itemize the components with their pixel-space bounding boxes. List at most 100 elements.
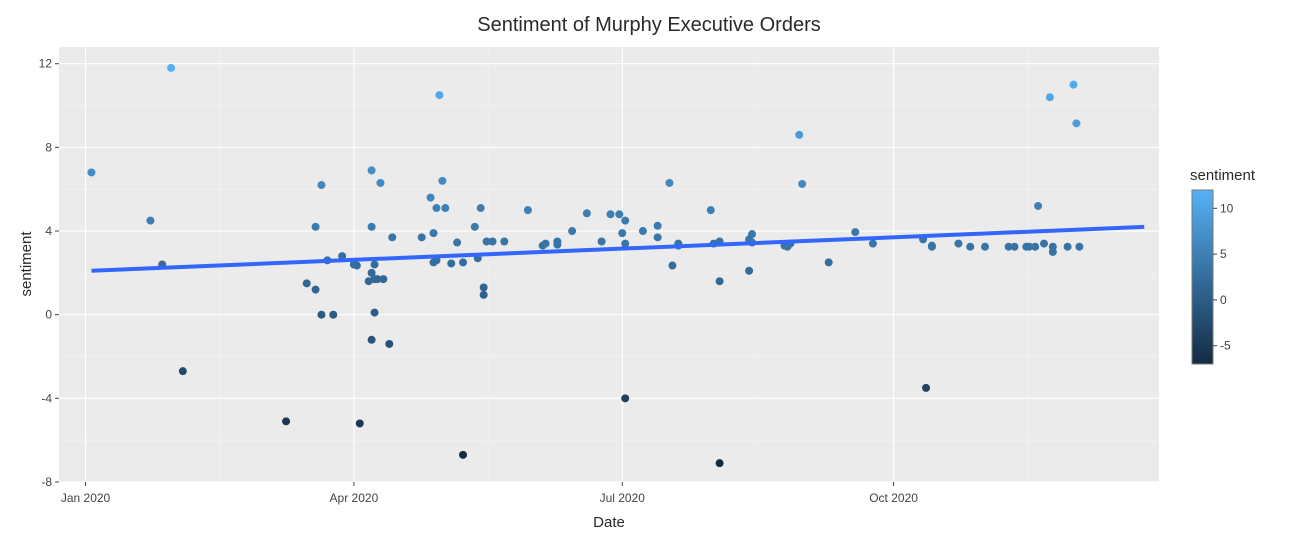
data-point <box>618 229 627 238</box>
data-point <box>426 193 435 202</box>
data-point <box>417 233 426 242</box>
data-point <box>1004 242 1013 251</box>
x-axis-title: Date <box>593 514 625 531</box>
data-point <box>453 238 462 247</box>
data-point <box>523 206 532 215</box>
data-point <box>379 275 388 284</box>
data-point <box>706 206 715 215</box>
data-point <box>447 259 456 268</box>
data-point <box>597 237 606 246</box>
data-point <box>715 277 724 286</box>
data-point <box>367 268 376 277</box>
data-point <box>459 450 468 459</box>
data-point <box>922 383 931 392</box>
data-point <box>488 237 497 246</box>
data-point <box>568 227 577 236</box>
data-point <box>668 261 677 270</box>
data-point <box>385 339 394 348</box>
data-point <box>435 91 444 100</box>
data-point <box>1075 242 1084 251</box>
y-tick-label: 0 <box>45 308 52 322</box>
data-point <box>355 419 364 428</box>
data-point <box>606 210 615 219</box>
data-point <box>1072 119 1081 128</box>
colorbar-tick-label: 5 <box>1220 247 1227 261</box>
data-point <box>553 240 562 249</box>
data-point <box>476 204 485 213</box>
data-point <box>302 279 311 288</box>
colorbar-tick-label: 0 <box>1220 293 1227 307</box>
colorbar-tick-label: -5 <box>1220 339 1231 353</box>
y-axis-ticks: 12 8 4 0 -4 -8 <box>39 57 59 489</box>
x-tick-label: Jul 2020 <box>600 491 646 505</box>
data-point <box>653 221 662 230</box>
data-point <box>367 222 376 231</box>
data-point <box>373 275 382 284</box>
data-point <box>459 258 468 267</box>
data-point <box>653 233 662 242</box>
data-point <box>352 261 361 270</box>
data-point <box>798 179 807 188</box>
data-point <box>479 283 488 292</box>
data-point <box>1048 247 1057 256</box>
data-point <box>582 209 591 218</box>
gridlines <box>59 47 1159 483</box>
data-point <box>376 178 385 187</box>
data-point <box>370 308 379 317</box>
data-point <box>338 252 347 261</box>
colorbar: sentiment 10 5 0 -5 <box>1190 167 1256 365</box>
data-point <box>87 168 96 177</box>
data-point <box>851 228 860 237</box>
data-point <box>438 176 447 185</box>
y-tick-label: 8 <box>45 140 52 154</box>
data-point <box>615 210 624 219</box>
y-tick-label: -4 <box>41 391 52 405</box>
data-point <box>665 178 674 187</box>
data-point <box>146 216 155 225</box>
data-point <box>388 233 397 242</box>
data-point <box>311 285 320 294</box>
data-point <box>1034 201 1043 210</box>
data-points <box>87 63 1084 468</box>
x-tick-label: Jan 2020 <box>61 491 111 505</box>
trend-line <box>91 224 1145 273</box>
data-point <box>1045 93 1054 102</box>
data-point <box>429 229 438 238</box>
data-point <box>317 310 326 319</box>
data-point <box>621 239 630 248</box>
data-point <box>311 222 320 231</box>
data-point <box>748 230 757 239</box>
x-tick-label: Apr 2020 <box>330 491 379 505</box>
data-point <box>167 63 176 72</box>
data-point <box>432 204 441 213</box>
data-point <box>981 242 990 251</box>
data-point <box>824 258 833 267</box>
data-point <box>868 239 877 248</box>
data-point <box>966 242 975 251</box>
data-point <box>317 181 326 190</box>
data-point <box>500 237 509 246</box>
colorbar-tick-label: 10 <box>1220 201 1234 215</box>
data-point <box>954 239 963 248</box>
data-point <box>367 335 376 344</box>
colorbar-gradient <box>1191 189 1214 365</box>
y-tick-label: 4 <box>45 224 52 238</box>
data-point <box>470 222 479 231</box>
y-tick-label: -8 <box>41 475 52 489</box>
colorbar-ticks: 10 5 0 -5 <box>1213 201 1234 353</box>
y-axis-title: sentiment <box>18 231 35 297</box>
data-point <box>795 130 804 139</box>
data-point <box>329 310 338 319</box>
data-point <box>621 216 630 225</box>
data-point <box>1010 242 1019 251</box>
colorbar-title: sentiment <box>1190 167 1256 184</box>
chart-title: Sentiment of Murphy Executive Orders <box>477 14 820 36</box>
data-point <box>1069 80 1078 89</box>
data-point <box>541 239 550 248</box>
data-point <box>1063 242 1072 251</box>
data-point <box>367 166 376 175</box>
data-point <box>441 204 450 213</box>
data-point <box>479 290 488 299</box>
data-point <box>1031 242 1040 251</box>
